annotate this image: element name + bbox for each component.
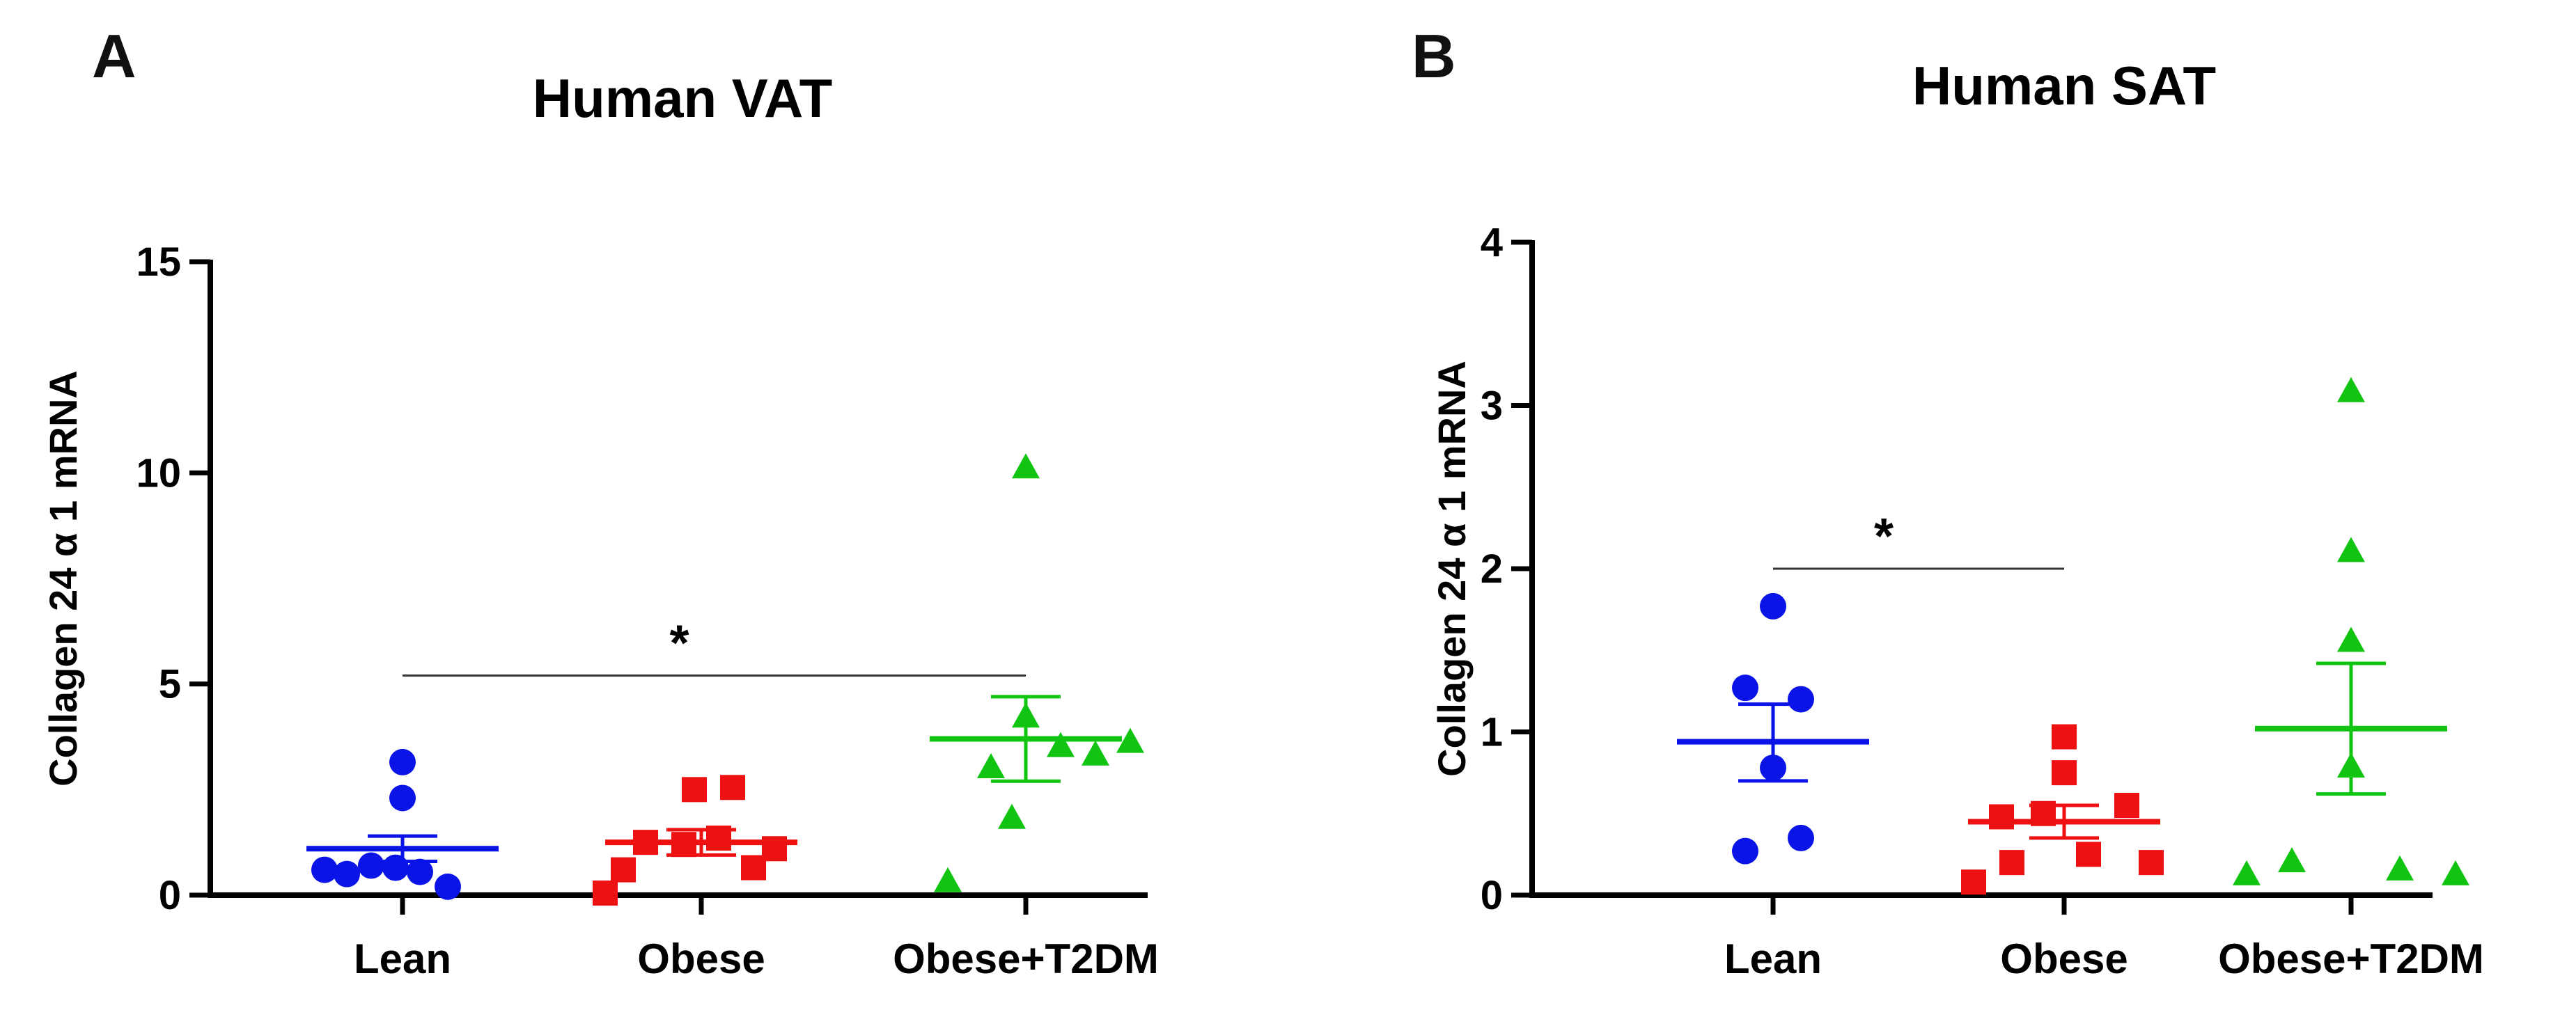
panel-label-a: A bbox=[92, 22, 136, 90]
data-point bbox=[720, 775, 745, 800]
data-point bbox=[334, 860, 360, 887]
panel-b: B Human SAT Collagen 24 α 1 mRNA 0 1 2 3 4 Lean… bbox=[1288, 0, 2576, 1010]
data-point bbox=[2052, 724, 2077, 750]
series-obese bbox=[1961, 724, 2164, 895]
chart-human-vat: Human VAT Collagen 24 α 1 mRNA 0 5 10 15 Lean O… bbox=[41, 68, 1159, 982]
panel-a: A Human VAT Collagen 24 α 1 mRNA 0 5 10 15 Lea… bbox=[41, 22, 1159, 982]
data-point bbox=[435, 873, 461, 900]
data-point bbox=[1012, 702, 1040, 728]
data-point bbox=[2337, 537, 2365, 562]
data-point bbox=[593, 880, 618, 906]
data-point bbox=[762, 836, 787, 862]
data-point bbox=[2337, 626, 2365, 652]
data-point bbox=[389, 784, 416, 812]
chart-human-sat: Human SAT Collagen 24 α 1 mRNA 0 1 2 3 4 Lean Ob… bbox=[1430, 55, 2484, 982]
data-point bbox=[1961, 869, 1986, 895]
y-axis-label: Collagen 24 α 1 mRNA bbox=[41, 370, 85, 787]
data-point bbox=[1760, 755, 1786, 782]
x-tick-label: Obese bbox=[2000, 936, 2128, 982]
data-point bbox=[934, 867, 962, 892]
data-point bbox=[382, 854, 409, 881]
data-point bbox=[2278, 847, 2306, 873]
data-point bbox=[1082, 740, 1109, 766]
data-point bbox=[682, 777, 707, 803]
data-point bbox=[2337, 752, 2365, 778]
data-point bbox=[633, 830, 658, 855]
data-point bbox=[1732, 674, 1758, 702]
panel-label-b: B bbox=[1412, 22, 1456, 90]
data-point bbox=[1760, 592, 1786, 620]
y-tick-label: 1 bbox=[1481, 710, 1503, 755]
data-point bbox=[2139, 850, 2164, 876]
chart-title: Human SAT bbox=[1912, 55, 2216, 116]
data-point bbox=[358, 852, 384, 879]
y-tick-label: 0 bbox=[159, 873, 181, 918]
series-lean bbox=[306, 748, 499, 900]
y-tick-label: 5 bbox=[159, 662, 181, 707]
data-point bbox=[998, 803, 1026, 829]
data-point bbox=[1788, 686, 1814, 713]
y-tick-label: 15 bbox=[136, 239, 181, 285]
data-point bbox=[1012, 453, 1040, 479]
chart-title: Human VAT bbox=[533, 68, 832, 129]
data-point bbox=[1116, 727, 1144, 753]
data-point bbox=[389, 748, 416, 775]
data-point bbox=[611, 857, 636, 883]
x-tick-label: Lean bbox=[1724, 936, 1822, 982]
data-point bbox=[1732, 837, 1758, 865]
series-obese-t2dm bbox=[930, 453, 1144, 892]
data-point bbox=[2442, 860, 2469, 885]
data-point bbox=[2114, 793, 2139, 819]
series-lean bbox=[1677, 592, 1869, 865]
data-point bbox=[1788, 824, 1814, 851]
y-tick-label: 3 bbox=[1481, 384, 1503, 429]
data-point bbox=[2386, 855, 2414, 881]
significance-label: * bbox=[669, 616, 689, 672]
y-tick-label: 10 bbox=[136, 450, 181, 496]
data-point bbox=[2337, 377, 2365, 402]
y-tick-label: 2 bbox=[1481, 546, 1503, 592]
significance-label: * bbox=[1874, 509, 1894, 565]
x-tick-label: Lean bbox=[354, 936, 451, 982]
data-point bbox=[2031, 800, 2056, 826]
data-point bbox=[706, 826, 731, 851]
data-point bbox=[2233, 860, 2261, 885]
data-point bbox=[407, 858, 433, 885]
x-tick-label: Obese+T2DM bbox=[2218, 936, 2484, 982]
data-point bbox=[1989, 804, 2014, 830]
x-tick-label: Obese bbox=[637, 936, 765, 982]
data-point bbox=[1047, 732, 1075, 757]
y-tick-label: 4 bbox=[1481, 220, 1503, 265]
data-point bbox=[311, 856, 338, 883]
data-point bbox=[977, 753, 1005, 778]
data-point bbox=[671, 832, 696, 858]
x-tick-label: Obese+T2DM bbox=[893, 936, 1159, 982]
data-point bbox=[1999, 850, 2024, 876]
series-obese-t2dm bbox=[2233, 377, 2469, 885]
data-point bbox=[2076, 842, 2101, 867]
series-obese bbox=[593, 775, 797, 906]
y-axis-label: Collagen 24 α 1 mRNA bbox=[1430, 361, 1474, 777]
data-point bbox=[2052, 760, 2077, 786]
y-tick-label: 0 bbox=[1481, 873, 1503, 918]
